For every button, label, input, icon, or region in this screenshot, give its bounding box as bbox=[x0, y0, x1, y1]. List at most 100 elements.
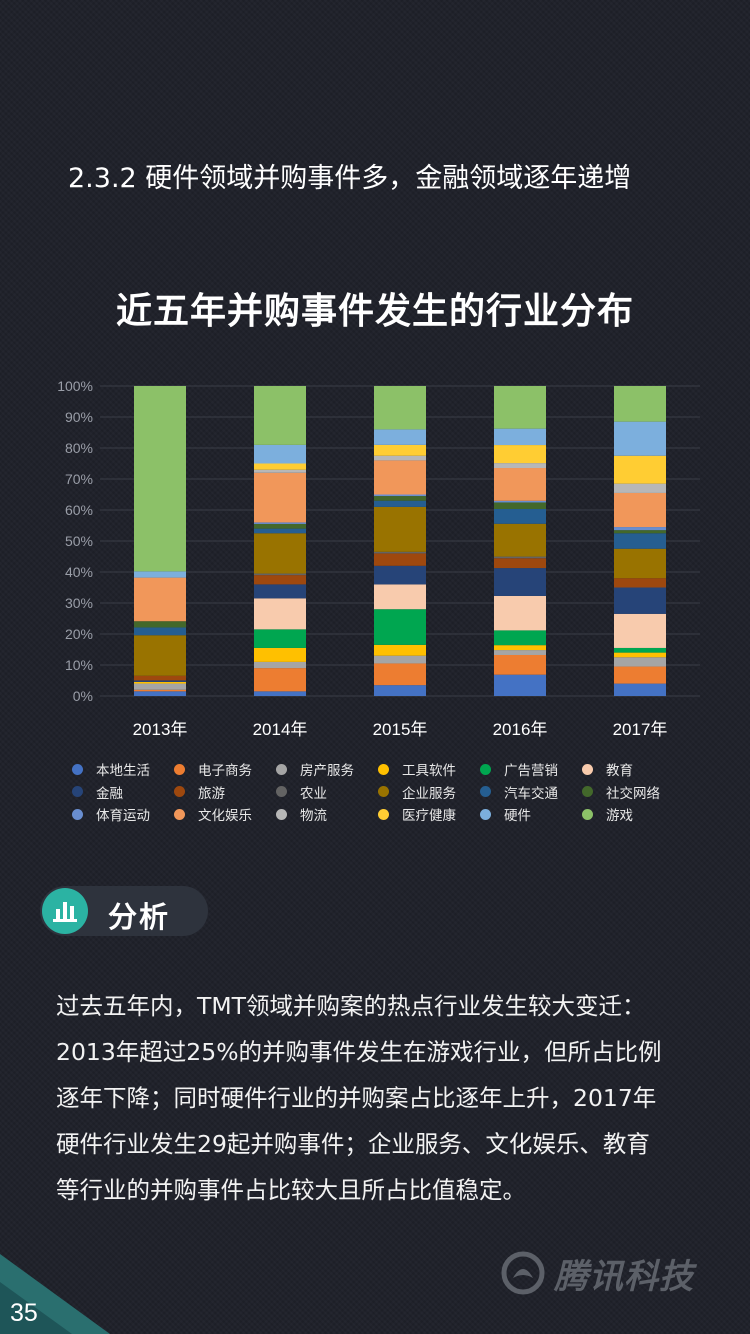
analysis-line: 等行业的并购事件占比较大且所占比值稳定。 bbox=[56, 1176, 526, 1204]
bar-segment bbox=[494, 502, 546, 510]
legend-swatch bbox=[72, 786, 83, 798]
legend-label: 游戏 bbox=[606, 808, 633, 825]
y-tick-label: 40% bbox=[65, 564, 93, 580]
y-tick-label: 30% bbox=[65, 595, 93, 611]
legend-swatch bbox=[480, 763, 491, 775]
bar-segment bbox=[374, 644, 426, 656]
legend-item: 社交网络 bbox=[582, 782, 684, 802]
bar-segment bbox=[254, 469, 306, 473]
bar-segment bbox=[494, 428, 546, 446]
bar-segment bbox=[254, 661, 306, 669]
bar-segment bbox=[134, 675, 186, 681]
brand-logo: 腾讯科技 bbox=[500, 1250, 694, 1297]
legend-label: 汽车交通 bbox=[504, 785, 558, 802]
bar-segment bbox=[494, 463, 546, 469]
bar-segment bbox=[254, 444, 306, 464]
legend-swatch bbox=[276, 763, 287, 775]
y-tick-label: 90% bbox=[65, 409, 93, 425]
legend-item: 房产服务 bbox=[276, 759, 378, 779]
legend-swatch bbox=[174, 786, 185, 798]
chart-legend: 本地生活 电子商务 房产服务 工具软件 广告营销 教育 金融 旅游 农业 企业服务 汽车交通 社交网络… bbox=[72, 758, 712, 826]
legend-row: 金融 旅游 农业 企业服务 汽车交通 社交网络 bbox=[72, 781, 712, 804]
y-tick-label: 80% bbox=[65, 440, 93, 456]
bar-segment bbox=[374, 496, 426, 501]
bar-segment bbox=[494, 509, 546, 524]
bar-segment bbox=[254, 691, 306, 696]
legend-swatch bbox=[276, 786, 287, 798]
x-tick-label: 2016年 bbox=[493, 720, 548, 739]
bar-segment bbox=[134, 627, 186, 636]
legend-swatch bbox=[378, 808, 389, 820]
bar-segment bbox=[254, 584, 306, 599]
legend-item: 电子商务 bbox=[174, 759, 276, 779]
bar-segment bbox=[374, 553, 426, 566]
bar-segment bbox=[614, 666, 666, 684]
bar-segment bbox=[254, 523, 306, 529]
legend-label: 旅游 bbox=[198, 785, 225, 802]
bar-segment bbox=[494, 468, 546, 501]
legend-label: 农业 bbox=[300, 785, 327, 802]
legend-row: 本地生活 电子商务 房产服务 工具软件 广告营销 教育 bbox=[72, 758, 712, 781]
bar-segment bbox=[494, 674, 546, 696]
analysis-line: 逐年下降；同时硬件行业的并购案占比逐年上升，2017年 bbox=[56, 1084, 657, 1112]
legend-label: 工具软件 bbox=[402, 763, 456, 780]
legend-label: 医疗健康 bbox=[402, 808, 456, 825]
bar-segment bbox=[134, 689, 186, 692]
bar-segment bbox=[254, 598, 306, 630]
bar-segment bbox=[134, 691, 186, 696]
legend-label: 金融 bbox=[96, 785, 123, 802]
bar-segment bbox=[494, 595, 546, 631]
bar-segment bbox=[614, 455, 666, 484]
legend-swatch bbox=[72, 808, 83, 820]
legend-item: 金融 bbox=[72, 782, 174, 802]
legend-label: 电子商务 bbox=[198, 763, 252, 780]
legend-item: 体育运动 bbox=[72, 804, 174, 824]
bar-segment bbox=[374, 685, 426, 696]
legend-swatch bbox=[582, 808, 593, 820]
legend-item: 汽车交通 bbox=[480, 782, 582, 802]
bar-segment bbox=[374, 655, 426, 664]
legend-item: 医疗健康 bbox=[378, 804, 480, 824]
bar-segment bbox=[374, 444, 426, 456]
analysis-badge: 分析 bbox=[40, 886, 208, 936]
legend-row: 体育运动 文化娱乐 物流 医疗健康 硬件 游戏 bbox=[72, 803, 712, 826]
bar-segment bbox=[614, 683, 666, 696]
y-tick-label: 100% bbox=[57, 378, 93, 394]
bar-segment bbox=[374, 663, 426, 686]
tencent-logo-icon bbox=[501, 1251, 545, 1295]
bar-segment bbox=[254, 647, 306, 662]
bar-segment bbox=[614, 421, 666, 456]
legend-swatch bbox=[480, 808, 491, 820]
legend-label: 硬件 bbox=[504, 808, 531, 825]
bar-segment bbox=[134, 681, 186, 684]
bar-segment bbox=[494, 523, 546, 557]
bar-segment bbox=[134, 577, 186, 622]
legend-swatch bbox=[378, 763, 389, 775]
legend-item: 物流 bbox=[276, 804, 378, 824]
bar-segment bbox=[374, 506, 426, 552]
y-tick-label: 20% bbox=[65, 626, 93, 642]
bar-segment bbox=[374, 565, 426, 585]
bar-segment bbox=[374, 455, 426, 461]
bar-segment bbox=[374, 609, 426, 645]
bar-segment bbox=[494, 568, 546, 596]
legend-item: 游戏 bbox=[582, 804, 684, 824]
bar-segment bbox=[134, 635, 186, 676]
bar-segment bbox=[614, 657, 666, 667]
legend-label: 企业服务 bbox=[402, 785, 456, 802]
bar-segment bbox=[374, 494, 426, 497]
bar-segment bbox=[614, 587, 666, 614]
bar-segment bbox=[374, 429, 426, 445]
bar-segment bbox=[254, 533, 306, 574]
legend-item: 工具软件 bbox=[378, 759, 480, 779]
legend-item: 文化娱乐 bbox=[174, 804, 276, 824]
legend-label: 社交网络 bbox=[606, 785, 660, 802]
bar-segment bbox=[254, 386, 306, 445]
legend-label: 教育 bbox=[606, 763, 633, 780]
x-tick-label: 2013年 bbox=[133, 720, 188, 739]
bar-segment bbox=[134, 680, 186, 682]
bar-segment bbox=[494, 386, 546, 429]
legend-label: 体育运动 bbox=[96, 808, 150, 825]
bar-segment bbox=[374, 460, 426, 495]
page-number: 35 bbox=[10, 1299, 38, 1327]
